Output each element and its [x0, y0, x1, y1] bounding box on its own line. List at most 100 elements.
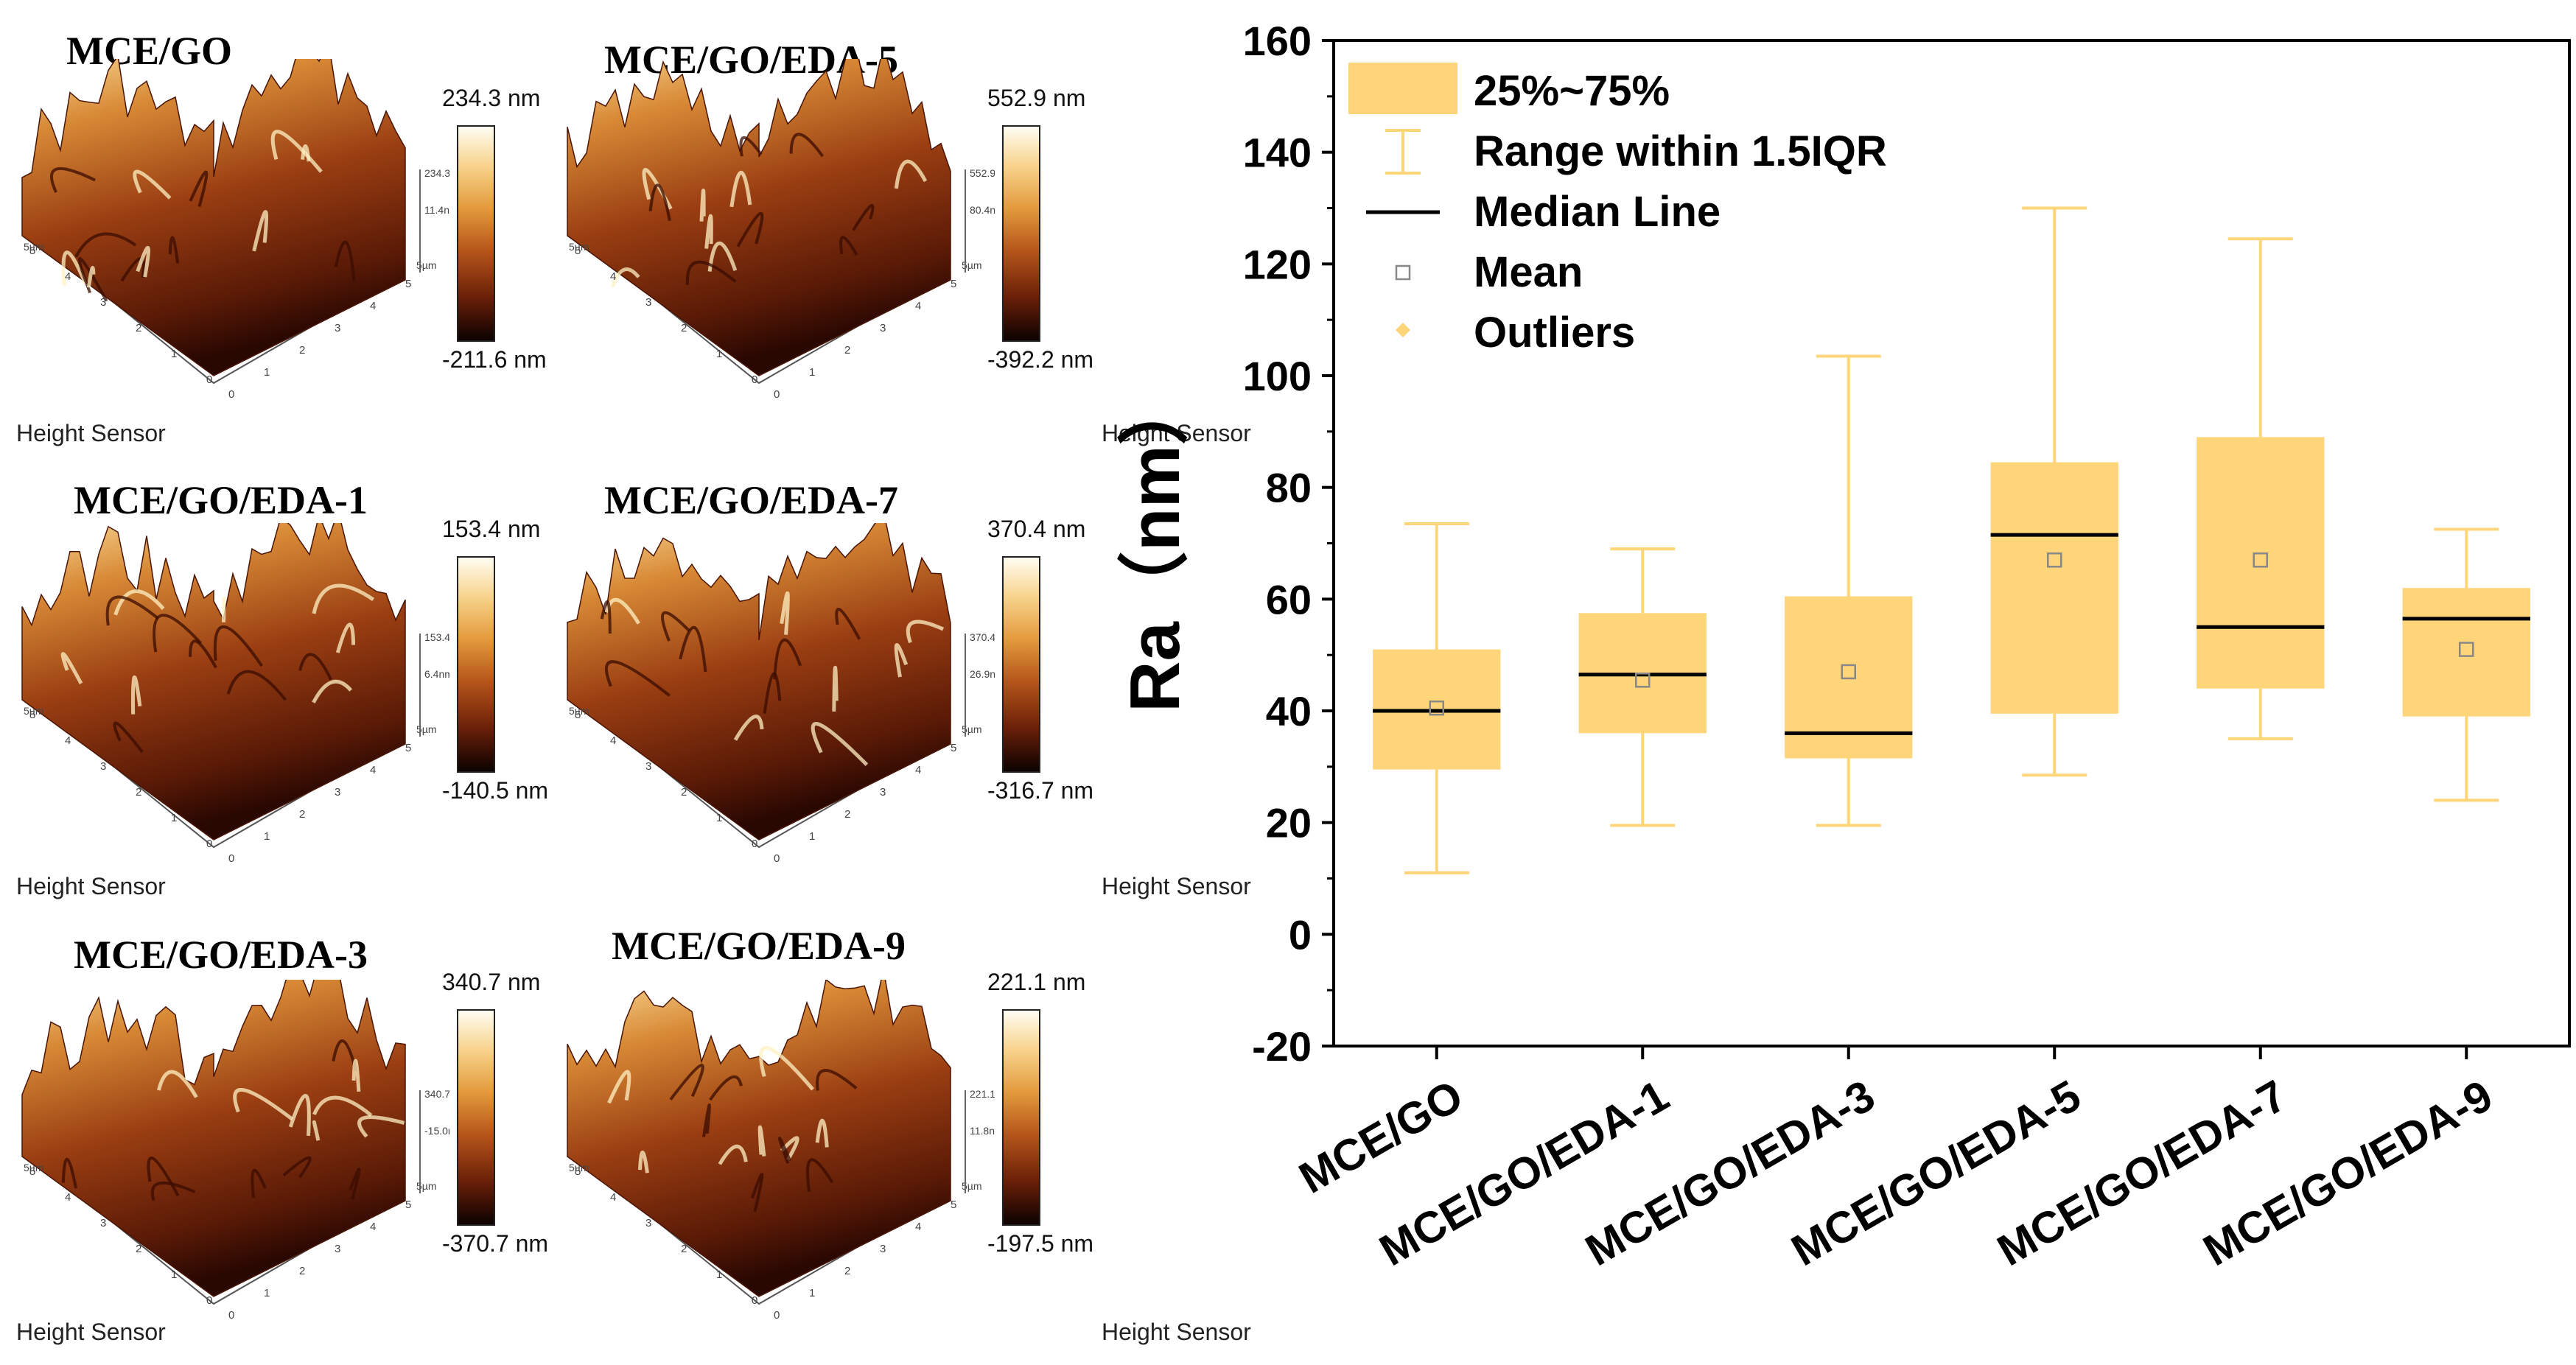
mean-marker — [1841, 664, 1856, 680]
afm-colorbar-max: 234.3 nm — [442, 85, 541, 111]
afm-ridge — [648, 183, 671, 222]
afm-ridge — [906, 620, 945, 644]
afm-colorbar-max: 340.7 nm — [442, 969, 541, 995]
afm-ridge — [604, 660, 671, 697]
afm-axis-unit: 5µm — [569, 705, 589, 717]
afm-axis-tick: 1 — [809, 366, 815, 379]
afm-axis-unit: 5µm — [24, 241, 44, 253]
afm-surface — [567, 59, 951, 376]
afm-ridge — [816, 1069, 858, 1091]
afm-surface — [567, 523, 951, 841]
y-tick-label: 140 — [1243, 130, 1312, 176]
y-tick-label: 80 — [1266, 465, 1312, 511]
afm-axis-tick: 5 — [405, 742, 411, 754]
afm-z-max: 153.4nm — [424, 631, 449, 643]
afm-ridge — [136, 245, 150, 278]
afm-z-mid: 6.4nm — [424, 668, 449, 680]
afm-ridge — [637, 1151, 649, 1173]
afm-axis-tick: 1 — [264, 366, 270, 379]
afm-axis-tick: 5 — [575, 1165, 581, 1178]
afm-axis-unit: 5µm — [24, 705, 44, 717]
afm-axis-tick: 5 — [951, 742, 956, 754]
afm-ridge — [718, 1144, 748, 1165]
afm-axis-tick: 0 — [752, 1294, 757, 1307]
afm-axis-unit: 5µm — [962, 723, 982, 735]
afm-ridge — [815, 1118, 829, 1148]
afm-ridge — [334, 240, 356, 281]
afm-ridge — [780, 592, 790, 635]
afm-ridge — [130, 676, 142, 715]
afm-axis-unit: 5µm — [24, 1162, 44, 1173]
afm-ridge — [709, 1075, 743, 1101]
afm-axis-tick: 3 — [100, 296, 106, 309]
afm-ridge — [679, 625, 707, 673]
afm-ridge — [335, 622, 356, 653]
afm-axis-tick: 4 — [610, 734, 616, 747]
afm-axis-tick: 3 — [335, 786, 340, 799]
afm-ridge — [153, 614, 203, 653]
y-tick-label: 160 — [1243, 18, 1312, 64]
afm-ridge — [729, 170, 752, 208]
afm-ridge — [763, 672, 782, 714]
afm-axis-tick: 4 — [610, 270, 616, 283]
afm-ridge — [835, 608, 861, 640]
afm-ridge — [301, 144, 311, 162]
afm-axis-tick: 1 — [809, 1287, 815, 1299]
afm-ridge — [252, 210, 269, 252]
afm-ridge — [600, 600, 612, 634]
afm-axis-tick: 5 — [29, 1165, 35, 1178]
afm-axis-tick: 4 — [65, 1191, 71, 1204]
afm-axis-tick: 2 — [136, 786, 141, 799]
afm-axis-tick: 5 — [951, 278, 956, 290]
afm-height-sensor-label: Height Sensor — [1102, 873, 1251, 899]
afm-axis-tick: 4 — [65, 270, 71, 283]
afm-panel-title: MCE/GO/EDA-9 — [612, 924, 906, 968]
afm-ridge — [74, 232, 137, 258]
mean-marker — [2047, 552, 2062, 568]
legend-mean-swatch — [1395, 264, 1411, 281]
afm-axis-tick: 1 — [716, 1268, 722, 1281]
afm-axis-tick: 0 — [228, 852, 234, 865]
afm-axis-tick: 1 — [716, 348, 722, 360]
afm-axis-tick: 0 — [228, 388, 234, 401]
afm-ridge — [669, 1064, 704, 1101]
afm-axis-tick: 4 — [915, 300, 921, 312]
afm-axis-tick: 1 — [809, 830, 815, 843]
afm-ridge — [61, 1157, 78, 1189]
afm-colorbar-max: 370.4 nm — [987, 516, 1086, 542]
afm-ridge — [894, 159, 928, 189]
y-tick-label: 20 — [1266, 800, 1312, 846]
afm-axis-tick: 1 — [171, 348, 177, 360]
y-tick-label: 100 — [1243, 353, 1312, 399]
afm-ridge — [357, 1115, 405, 1138]
afm-ridge — [288, 1094, 311, 1136]
afm-ridge — [702, 1103, 711, 1137]
afm-z-max: 552.9nm — [970, 167, 995, 179]
afm-ridge — [233, 1087, 294, 1121]
afm-height-sensor-label: Height Sensor — [16, 1319, 166, 1345]
afm-axis-tick: 5 — [405, 1199, 411, 1211]
afm-colorbar — [457, 556, 495, 773]
afm-ridge — [736, 211, 764, 248]
afm-ridge — [113, 589, 165, 616]
afm-ridge — [226, 670, 287, 701]
legend-outlier-swatch — [1396, 323, 1410, 337]
afm-ridge — [105, 595, 159, 626]
afm-ridge — [739, 136, 763, 157]
afm-axis-unit: 5µm — [416, 259, 437, 271]
mean-marker — [2459, 642, 2474, 657]
afm-axis-tick: 0 — [752, 373, 757, 386]
afm-ridge — [133, 169, 172, 200]
afm-z-max: 234.3nm — [424, 167, 449, 179]
afm-ridge — [156, 1070, 198, 1098]
legend-box-label: 25%~75% — [1474, 67, 1670, 115]
iqr-box — [1990, 462, 2118, 714]
legend-range-label: Range within 1.5IQR — [1474, 127, 1887, 175]
afm-ridge — [113, 721, 144, 754]
afm-colorbar — [1002, 125, 1040, 342]
mean-marker — [1635, 673, 1651, 688]
y-tick-label: 0 — [1289, 911, 1312, 958]
afm-axis-tick: 2 — [299, 344, 305, 357]
